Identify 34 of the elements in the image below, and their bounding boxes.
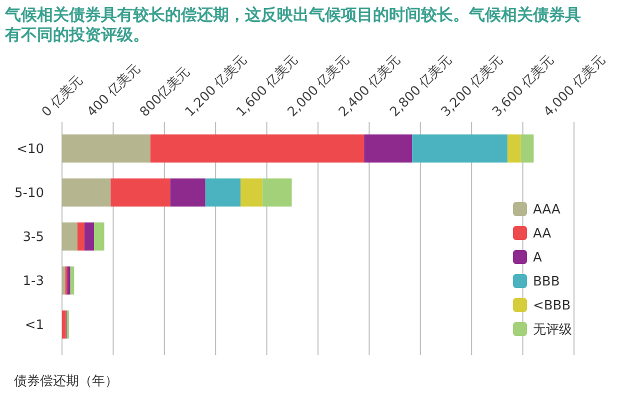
bar	[62, 310, 66, 339]
bar	[520, 134, 534, 163]
bar	[70, 266, 74, 295]
y-tick-label: <10	[16, 142, 44, 158]
bar	[62, 266, 66, 295]
legend-label: <BBB	[533, 298, 571, 314]
bar	[364, 134, 412, 163]
bar	[150, 134, 364, 163]
bar	[507, 134, 521, 163]
bar	[110, 178, 170, 207]
legend-label: AA	[533, 226, 552, 242]
chart-title: 气候相关债券具有较长的偿还期，这反映出气候项目的时间较长。气候相关债券具有不同的投资评级。	[4, 5, 581, 44]
legend-label: A	[533, 250, 542, 266]
bar	[77, 222, 84, 251]
bar	[412, 134, 508, 163]
bar	[62, 134, 150, 163]
bar	[262, 178, 292, 207]
bar	[62, 222, 78, 251]
legend-label: BBB	[533, 274, 560, 290]
bar	[94, 222, 104, 251]
y-tick-label: 3-5	[22, 230, 44, 246]
y-tick-label: 5-10	[14, 186, 44, 202]
legend-label: 无评级	[533, 322, 572, 338]
bar	[240, 178, 262, 207]
y-axis-title: 债券偿还期（年）	[14, 374, 118, 389]
bar	[170, 178, 206, 207]
bar	[84, 222, 94, 251]
bar	[205, 178, 241, 207]
y-tick-label: <1	[24, 318, 44, 334]
bar	[67, 266, 70, 295]
legend-label: AAA	[533, 202, 561, 218]
x-tick-label: 0 亿美元	[38, 72, 86, 120]
bar	[62, 178, 111, 207]
y-tick-label: 1-3	[22, 274, 44, 290]
